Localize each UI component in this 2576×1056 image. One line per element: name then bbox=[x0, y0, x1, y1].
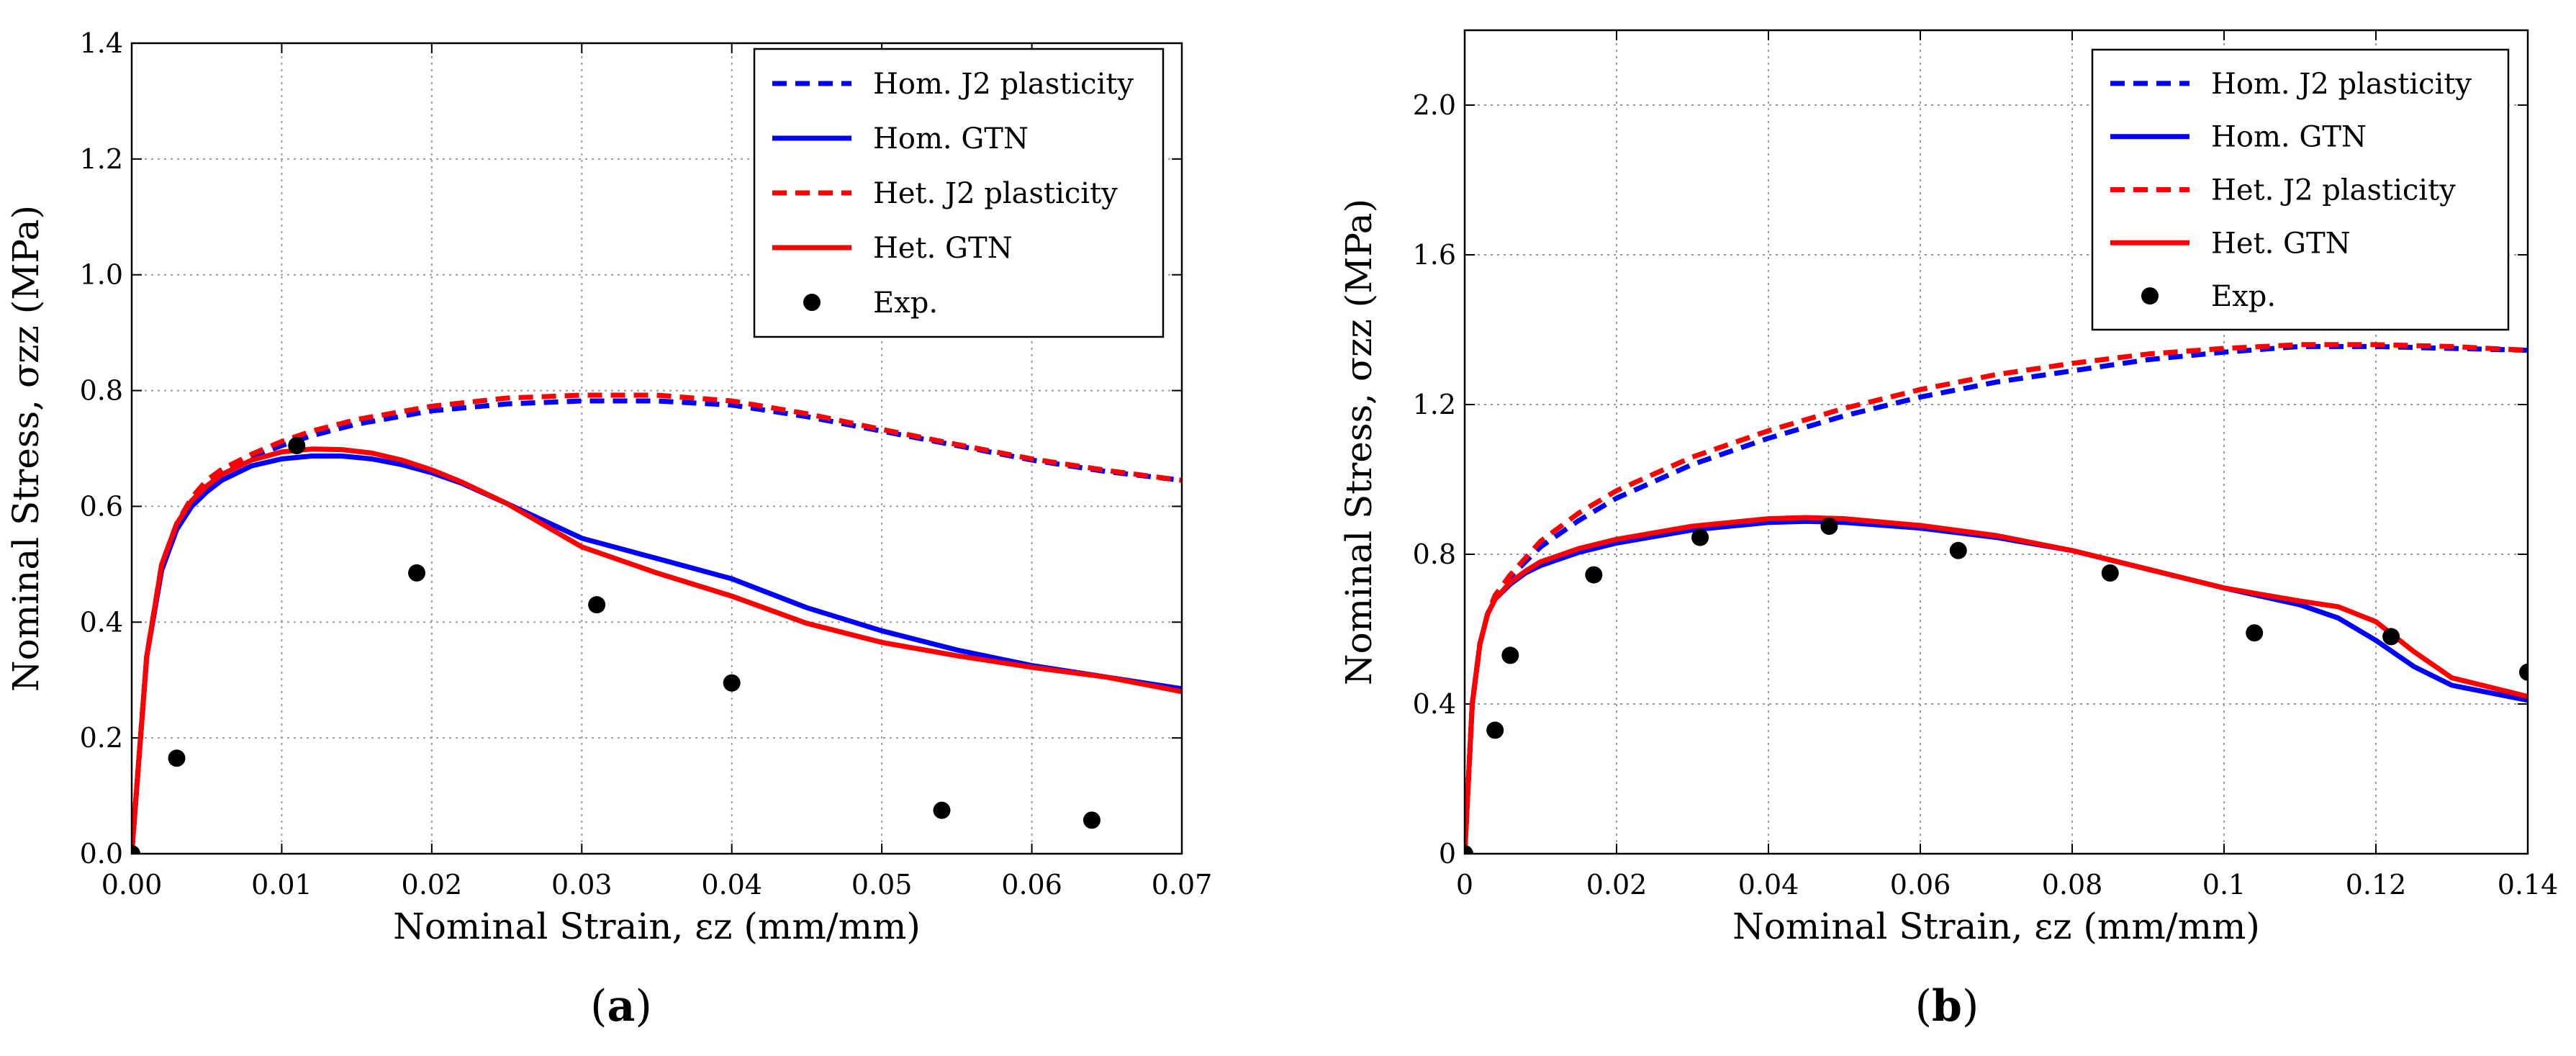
legend-label: Het. GTN bbox=[873, 232, 1013, 265]
x-tick-label: 0.01 bbox=[251, 869, 312, 901]
series-group bbox=[1465, 342, 2528, 854]
y-axis-label: Nominal Stress, σzz (MPa) bbox=[1338, 199, 1380, 685]
y-tick-label: 1.0 bbox=[80, 259, 123, 291]
y-axis-label: Nominal Stress, σzz (MPa) bbox=[5, 205, 47, 692]
series-line-hom-gtn bbox=[132, 453, 1182, 854]
data-point-exp bbox=[933, 801, 951, 819]
data-point-exp bbox=[1585, 566, 1603, 584]
y-tick-label: 0.4 bbox=[1413, 688, 1456, 720]
chart-panel-a: 0.00 0.01 0.02 0.03 0.04 0.05 0.06 0.07 0.0 0.2 0.… bbox=[5, 27, 1212, 1032]
legend: Hom. J2 plasticity Hom. GTN Het. J2 plasti… bbox=[753, 48, 1165, 338]
data-point-exp bbox=[1486, 721, 1504, 739]
series-line-hom-j2-plasticity bbox=[1465, 343, 2528, 854]
data-point-exp bbox=[2246, 624, 2264, 642]
legend-label: Hom. J2 plasticity bbox=[873, 68, 1134, 101]
data-point-exp bbox=[1465, 845, 1473, 854]
y-tick-label: 0 bbox=[1439, 838, 1456, 870]
x-tick-label: 0.00 bbox=[101, 869, 163, 901]
y-tick-label: 1.2 bbox=[80, 143, 123, 175]
data-point-exp bbox=[2101, 564, 2119, 582]
series-line-het-j2-plasticity bbox=[132, 392, 1182, 854]
legend-marker bbox=[803, 294, 821, 311]
x-axis-label: Nominal Strain, εz (mm/mm) bbox=[1732, 906, 2260, 947]
x-tick-label: 0.06 bbox=[1001, 869, 1062, 901]
data-point-exp bbox=[1083, 811, 1101, 829]
x-tick-label: 0.08 bbox=[2042, 869, 2103, 901]
data-point-exp bbox=[1949, 541, 1967, 559]
data-point-exp bbox=[1501, 646, 1519, 664]
data-point-exp bbox=[132, 845, 140, 854]
data-point-exp bbox=[408, 564, 426, 582]
x-tick-label: 0.04 bbox=[1738, 869, 1799, 901]
data-point-exp bbox=[1691, 528, 1709, 546]
legend-label: Het. J2 plasticity bbox=[873, 177, 1118, 210]
x-tick-label: 0.06 bbox=[1890, 869, 1951, 901]
series-line-het-gtn bbox=[1465, 515, 2528, 854]
data-point-exp bbox=[723, 674, 741, 692]
y-tick-label: 1.2 bbox=[1413, 389, 1456, 420]
x-tick-label: 0.02 bbox=[1586, 869, 1648, 901]
legend-label: Exp. bbox=[873, 286, 938, 320]
x-tick-label: 0 bbox=[1456, 869, 1473, 901]
x-tick-label: 0.05 bbox=[851, 869, 913, 901]
legend-label: Hom. GTN bbox=[873, 122, 1029, 155]
panel-caption: (b) bbox=[1915, 981, 1979, 1032]
data-point-exp bbox=[2382, 628, 2400, 646]
grid bbox=[132, 43, 1182, 854]
y-tick-label: 1.6 bbox=[1413, 239, 1456, 271]
data-point-exp bbox=[288, 436, 306, 454]
legend-marker bbox=[2141, 287, 2159, 305]
y-tick-label: 0.8 bbox=[80, 375, 123, 407]
x-tick-label: 0.03 bbox=[551, 869, 613, 901]
data-point-exp bbox=[168, 749, 186, 767]
legend-label: Exp. bbox=[2211, 280, 2276, 313]
x-tick-label: 0.04 bbox=[701, 869, 762, 901]
plot-frame bbox=[1463, 29, 2529, 855]
legend-label: Het. J2 plasticity bbox=[2211, 174, 2456, 207]
legend-label: Hom. GTN bbox=[2211, 121, 2367, 154]
x-tick-label: 0.1 bbox=[2202, 869, 2246, 901]
x-tick-label: 0.12 bbox=[2346, 869, 2407, 901]
data-point-exp bbox=[2519, 663, 2528, 681]
y-tick-label: 0.0 bbox=[80, 838, 123, 870]
y-tick-label: 0.2 bbox=[80, 722, 123, 754]
x-tick-label: 0.14 bbox=[2498, 869, 2559, 901]
panel-caption: (a) bbox=[590, 981, 652, 1032]
data-point-exp bbox=[588, 596, 606, 614]
series-line-het-j2-plasticity bbox=[1465, 342, 2528, 854]
y-tick-label: 0.6 bbox=[80, 490, 123, 522]
series-line-hom-gtn bbox=[1465, 518, 2528, 854]
chart-panel-b: 0 0.02 0.04 0.06 0.08 0.1 0.12 0.14 0 0.4 0.8 1.2 1.… bbox=[1338, 29, 2559, 1032]
y-tick-label: 0.4 bbox=[80, 606, 123, 638]
y-tick-label: 2.0 bbox=[1413, 89, 1456, 121]
x-tick-label: 0.02 bbox=[402, 869, 463, 901]
series-line-het-gtn bbox=[132, 446, 1182, 854]
y-tick-label: 1.4 bbox=[80, 27, 123, 59]
series-line-hom-j2-plasticity bbox=[132, 398, 1182, 854]
legend: Hom. J2 plasticity Hom. GTN Het. J2 plasti… bbox=[2091, 48, 2510, 331]
plot-frame bbox=[130, 42, 1183, 855]
series-group bbox=[132, 392, 1182, 854]
x-tick-label: 0.07 bbox=[1152, 869, 1213, 901]
y-tick-label: 0.8 bbox=[1413, 538, 1456, 570]
legend-label: Hom. J2 plasticity bbox=[2211, 68, 2472, 101]
legend-label: Het. GTN bbox=[2211, 227, 2351, 260]
x-axis-label: Nominal Strain, εz (mm/mm) bbox=[393, 906, 921, 947]
data-point-exp bbox=[1820, 518, 1838, 535]
